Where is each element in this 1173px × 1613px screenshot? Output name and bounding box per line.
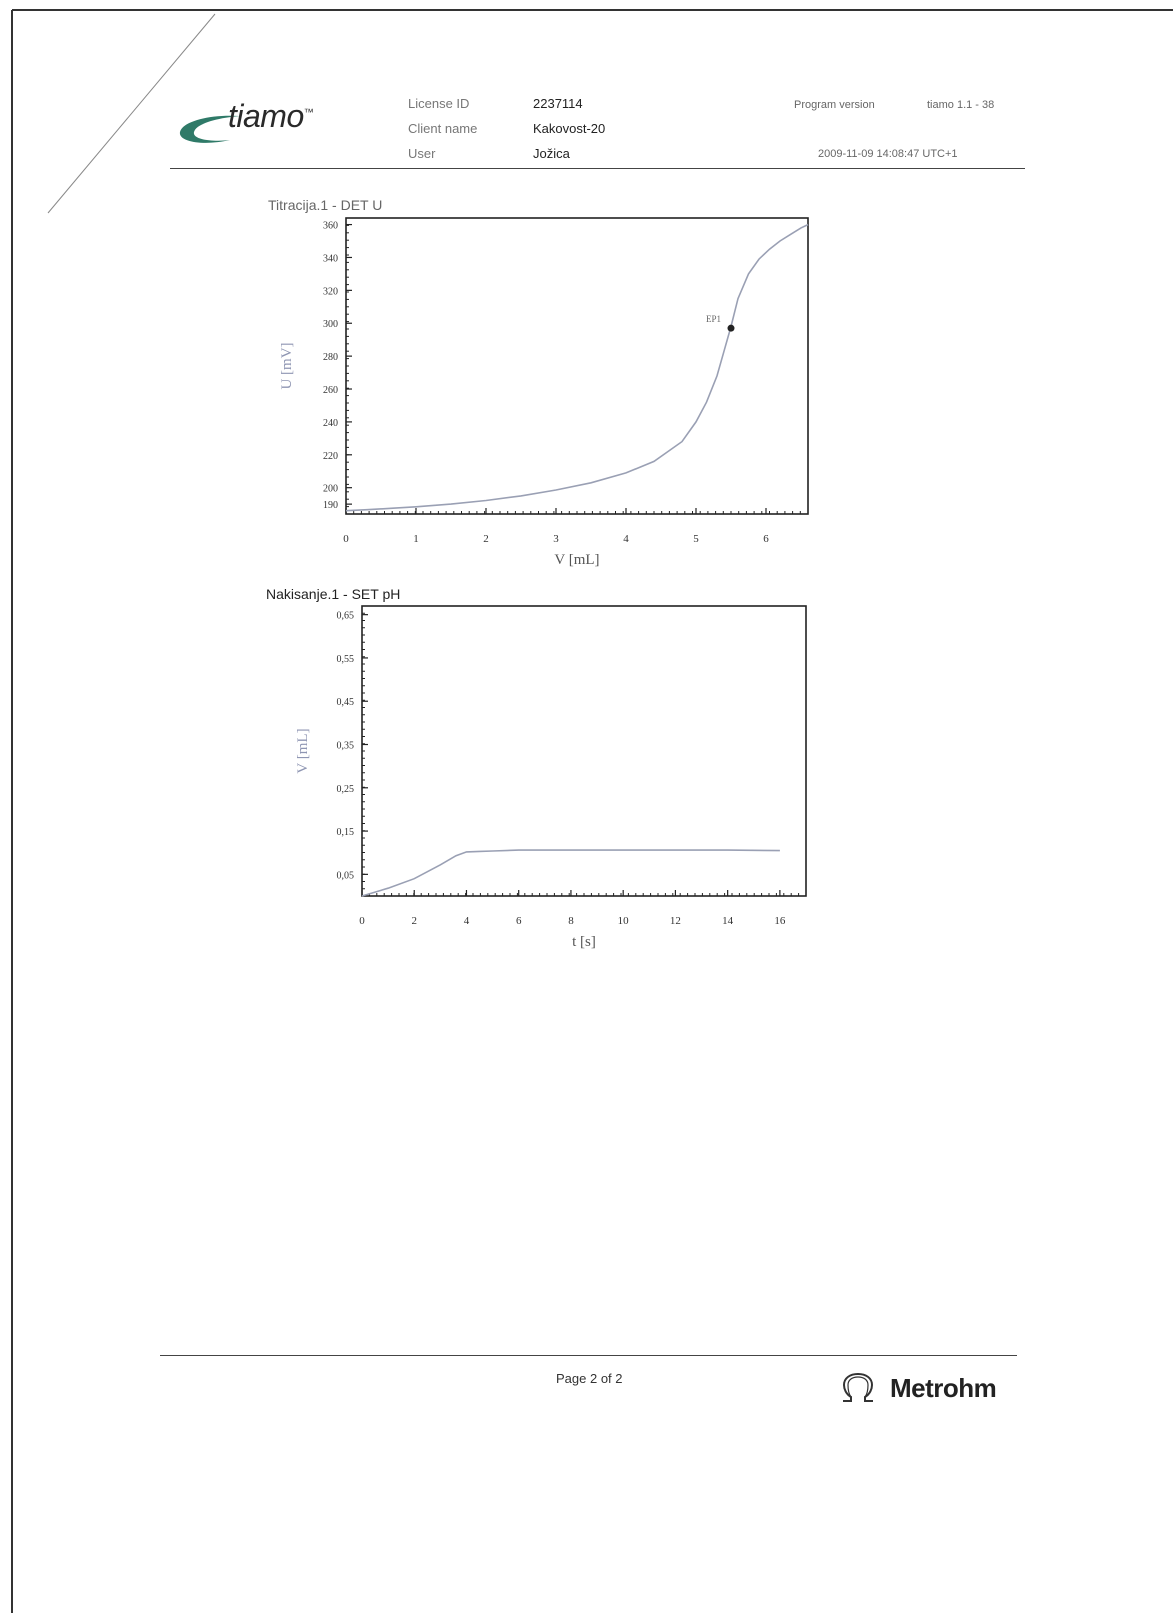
y-tick-label: 240	[323, 418, 338, 429]
page-number: Page 2 of 2	[556, 1371, 623, 1386]
x-tick-label: 8	[568, 915, 574, 927]
x-tick-label: 16	[774, 915, 786, 927]
y-tick-label: 0,05	[337, 870, 355, 881]
y-tick-label: 0,45	[337, 697, 355, 708]
y-tick-label: 0,15	[337, 827, 355, 838]
report-datetime: 2009-11-09 14:08:47 UTC+1	[818, 148, 958, 160]
x-tick-label: 1	[413, 533, 419, 545]
titration-chart: 0 1 2 3 4 5 6 190 200 220 240 260 280 300 320 340 360 V […	[279, 217, 809, 568]
user-label: User	[408, 146, 436, 161]
y-tick-label: 280	[323, 352, 338, 363]
x-tick-label: 4	[623, 533, 629, 545]
y-tick-label: 320	[323, 286, 338, 297]
x-axis-label: V [mL]	[554, 552, 599, 568]
series-line	[361, 849, 780, 897]
plot-frame	[361, 605, 807, 897]
y-tick-label: 0,65	[337, 611, 355, 622]
y-tick-label: 300	[323, 319, 338, 330]
y-tick-label: 340	[323, 253, 338, 264]
series-line	[345, 223, 809, 512]
tiamo-logo	[179, 115, 240, 143]
license-label: License ID	[408, 96, 470, 111]
x-tick-label: 3	[553, 533, 559, 545]
y-tick-label: 220	[323, 451, 338, 462]
footer-rule	[160, 1355, 1017, 1356]
x-tick-label: 10	[618, 915, 630, 927]
x-tick-label: 2	[483, 533, 489, 545]
plot-frame	[345, 217, 809, 515]
logo-text: tiamo™	[228, 98, 314, 134]
y-axis-label: V [mL]	[295, 728, 311, 773]
header-rule	[170, 168, 1025, 169]
x-tick-label: 5	[693, 533, 699, 545]
logo-swoosh-icon	[179, 115, 240, 143]
chart1-title: Titracija.1 - DET U	[268, 197, 383, 213]
metrohm-brand: Metrohm	[890, 1373, 997, 1403]
x-tick-label: 2	[411, 915, 417, 927]
x-tick-label: 6	[516, 915, 522, 927]
program-value: tiamo 1.1 - 38	[927, 99, 995, 111]
y-tick-label: 190	[323, 500, 338, 511]
endpoint-marker	[727, 324, 735, 332]
client-value: Kakovost-20	[533, 121, 606, 136]
license-value: 2237114	[533, 96, 583, 111]
x-tick-label: 12	[670, 915, 681, 927]
y-tick-label: 260	[323, 385, 338, 396]
user-value: Jožica	[533, 146, 570, 161]
y-tick-label: 360	[323, 221, 338, 232]
metrohm-omega-icon	[842, 1372, 874, 1402]
x-tick-label: 0	[343, 533, 349, 545]
y-tick-label: 0,55	[337, 654, 355, 665]
x-tick-label: 4	[464, 915, 470, 927]
chart2-title: Nakisanje.1 - SET pH	[266, 586, 401, 602]
x-tick-label: 0	[359, 915, 365, 927]
x-axis-label: t [s]	[572, 934, 596, 950]
x-tick-label: 14	[722, 915, 734, 927]
y-tick-label: 200	[323, 484, 338, 495]
program-label: Program version	[794, 99, 875, 111]
acidification-chart: 0 2 4 6 8 10 12 14 16 0,05 0,15 0,25 0,35 0,45 0,55 0,6…	[295, 605, 807, 950]
x-tick-label: 6	[763, 533, 769, 545]
y-tick-label: 0,35	[337, 741, 355, 752]
y-axis-label: U [mV]	[279, 342, 295, 389]
client-label: Client name	[408, 121, 478, 136]
endpoint-label: EP1	[706, 314, 721, 324]
y-tick-label: 0,25	[337, 784, 355, 795]
